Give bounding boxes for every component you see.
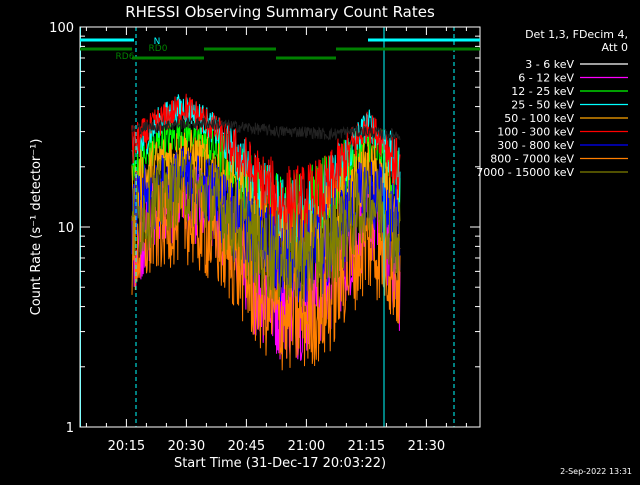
y-tick-label-1: 1: [66, 421, 74, 436]
legend-label-7000-15000-kev: 7000 - 15000 keV: [476, 166, 574, 179]
legend-header-line-0: Det 1,3, FDecim 4,: [525, 28, 628, 41]
flag-label-rd6: RD6: [116, 52, 135, 62]
legend-label-300-800-kev: 300 - 800 keV: [497, 139, 574, 152]
y-tick-label-100: 100: [49, 21, 74, 36]
legend-label-25-50-kev: 25 - 50 keV: [511, 99, 574, 112]
legend-label-100-300-kev: 100 - 300 keV: [497, 126, 574, 139]
x-axis-label: Start Time (31-Dec-17 20:03:22): [174, 456, 386, 471]
legend-label-3-6-kev: 3 - 6 keV: [525, 58, 574, 71]
y-tick-label-10: 10: [57, 221, 74, 236]
x-tick-label-20-45: 20:45: [228, 439, 265, 454]
y-axis-label: Count Rate (s⁻¹ detector⁻¹): [29, 139, 44, 316]
series-7000-15000-kev: [131, 150, 401, 307]
legend-header-line-1: Att 0: [602, 41, 628, 54]
flag-label-n: N: [154, 37, 161, 47]
series-100-300-kev: [131, 93, 401, 245]
chart-title: RHESSI Observing Summary Count Rates: [125, 3, 435, 21]
footer-date: 2-Sep-2022 13:31: [560, 467, 632, 476]
x-tick-label-21-15: 21:15: [348, 439, 385, 454]
x-tick-label-21-30: 21:30: [408, 439, 445, 454]
x-axis-ticks: 20:15 20:30 20:45 21:00 21:15 21:30: [85, 27, 467, 454]
legend-label-800-7000-kev: 800 - 7000 keV: [490, 153, 574, 166]
legend-label-12-25-kev: 12 - 25 keV: [511, 85, 574, 98]
legend-label-50-100-kev: 50 - 100 keV: [504, 112, 574, 125]
legend-label-6-12-kev: 6 - 12 keV: [518, 72, 574, 85]
series-3-6-kev-shadow: [131, 116, 401, 142]
series-800-7000-kev: [131, 177, 401, 371]
x-tick-label-21-00: 21:00: [288, 439, 325, 454]
flag-label-rd0: RD0: [149, 44, 168, 54]
x-tick-label-20-30: 20:30: [168, 439, 205, 454]
x-tick-label-20-15: 20:15: [108, 439, 145, 454]
y-axis-ticks: 1 10 100: [49, 21, 480, 436]
